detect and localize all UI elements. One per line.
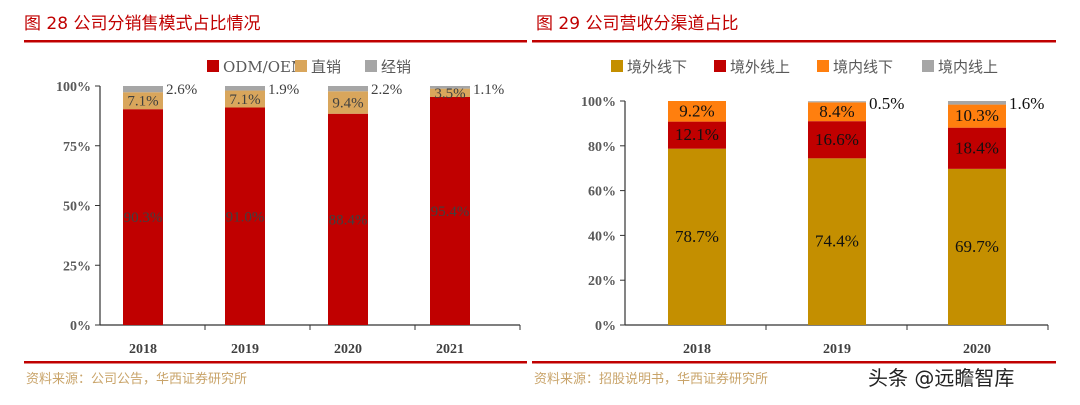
bar-segment (225, 107, 265, 325)
data-label: 2.2% (371, 82, 402, 98)
bar-segment (948, 127, 1006, 169)
chart-title-29: 图 29 公司营收分渠道占比 (536, 14, 738, 34)
data-label: 18.4% (955, 138, 999, 157)
bar-segment (948, 101, 1006, 105)
y-tick-label: 0% (595, 319, 616, 334)
bar-segment (123, 109, 163, 325)
watermark: 头条 @远瞻智库 (868, 366, 1014, 390)
y-tick-label: 25% (63, 259, 91, 274)
legend-label: ODM/OEM (223, 58, 306, 76)
data-label: 7.1% (229, 92, 260, 108)
y-tick-label: 60% (588, 185, 616, 200)
data-label: 74.4% (815, 232, 859, 251)
legend-swatch (207, 60, 219, 72)
data-label: 88.4% (329, 212, 368, 228)
data-label: 10.3% (955, 106, 999, 125)
x-tick-label: 2021 (436, 342, 464, 357)
data-label: 9.4% (332, 95, 363, 111)
bar-segment (430, 88, 470, 97)
legend-swatch (365, 60, 377, 72)
title-rule-right (532, 40, 1056, 43)
bar-segment (808, 158, 866, 325)
bar-segment (328, 91, 368, 114)
x-tick-label: 2019 (823, 342, 851, 357)
bar-segment (225, 86, 265, 91)
bar-segment (430, 96, 470, 325)
legend-label: 境内线上 (938, 58, 998, 76)
x-tick-label: 2020 (963, 342, 991, 357)
legend-label: 境外线上 (730, 58, 790, 76)
bar-segment (328, 86, 368, 92)
legend-label: 直销 (311, 58, 341, 76)
y-tick-label: 20% (588, 274, 616, 289)
footer-rule-left (24, 361, 527, 364)
x-tick-label: 2018 (683, 342, 711, 357)
legend-swatch (817, 60, 829, 72)
footer-rule-right (532, 361, 1056, 364)
data-label: 12.1% (675, 125, 719, 144)
y-tick-label: 100% (56, 80, 91, 95)
source-note-29: 资料来源：招股说明书，华西证券研究所 (534, 371, 768, 387)
legend-label: 境外线下 (627, 58, 687, 76)
data-label: 78.7% (675, 227, 719, 246)
legend-swatch (295, 60, 307, 72)
bar-segment (668, 148, 726, 325)
data-label: 91.0% (226, 209, 265, 225)
y-tick-label: 75% (63, 140, 91, 155)
data-label: 1.6% (1009, 94, 1044, 113)
legend-swatch (611, 60, 623, 72)
data-label: 2.6% (166, 82, 197, 98)
data-label: 95.4% (431, 204, 470, 220)
bar-segment (808, 101, 866, 103)
y-tick-label: 50% (63, 200, 91, 215)
data-label: 0.5% (869, 94, 904, 113)
bar-segment (668, 121, 726, 149)
y-tick-label: 80% (588, 140, 616, 155)
data-label: 1.1% (473, 82, 504, 98)
bar-segment (668, 101, 726, 122)
data-label: 69.7% (955, 237, 999, 256)
title-rule-left (24, 40, 527, 43)
x-tick-label: 2020 (334, 342, 362, 357)
x-tick-label: 2019 (231, 342, 259, 357)
y-tick-label: 100% (581, 95, 616, 110)
bar-segment (948, 168, 1006, 325)
bar-segment (430, 86, 470, 89)
x-tick-label: 2018 (129, 342, 157, 357)
bar-segment (225, 90, 265, 108)
bar-segment (328, 113, 368, 325)
bar-segment (808, 102, 866, 122)
legend-label: 经销 (381, 58, 411, 76)
legend-label: 境内线下 (833, 58, 893, 76)
legend-swatch (714, 60, 726, 72)
bar-segment (123, 86, 163, 93)
chart-28: 0% 25% 50% 75% 100% 2018 2019 2020 2021 ODM/OEM 直销… (56, 58, 521, 357)
source-note-28: 资料来源：公司公告，华西证券研究所 (26, 371, 247, 387)
y-tick-label: 40% (588, 229, 616, 244)
y-tick-label: 0% (70, 319, 91, 334)
data-label: 16.6% (815, 130, 859, 149)
data-label: 1.9% (268, 82, 299, 98)
bar-segment (808, 121, 866, 159)
bar-segment (123, 92, 163, 110)
data-label: 90.3% (124, 210, 163, 226)
legend-swatch (922, 60, 934, 72)
chart-title-28: 图 28 公司分销售模式占比情况 (24, 14, 260, 34)
bar-segment (948, 104, 1006, 128)
data-label: 7.1% (127, 94, 158, 110)
data-label: 9.2% (679, 101, 714, 120)
data-label: 3.5% (434, 86, 465, 102)
data-label: 8.4% (819, 102, 854, 121)
chart-29: 0% 20% 40% 60% 80% 100% 2018 2019 2020 境外线下 境外线上 境内… (581, 58, 1049, 357)
